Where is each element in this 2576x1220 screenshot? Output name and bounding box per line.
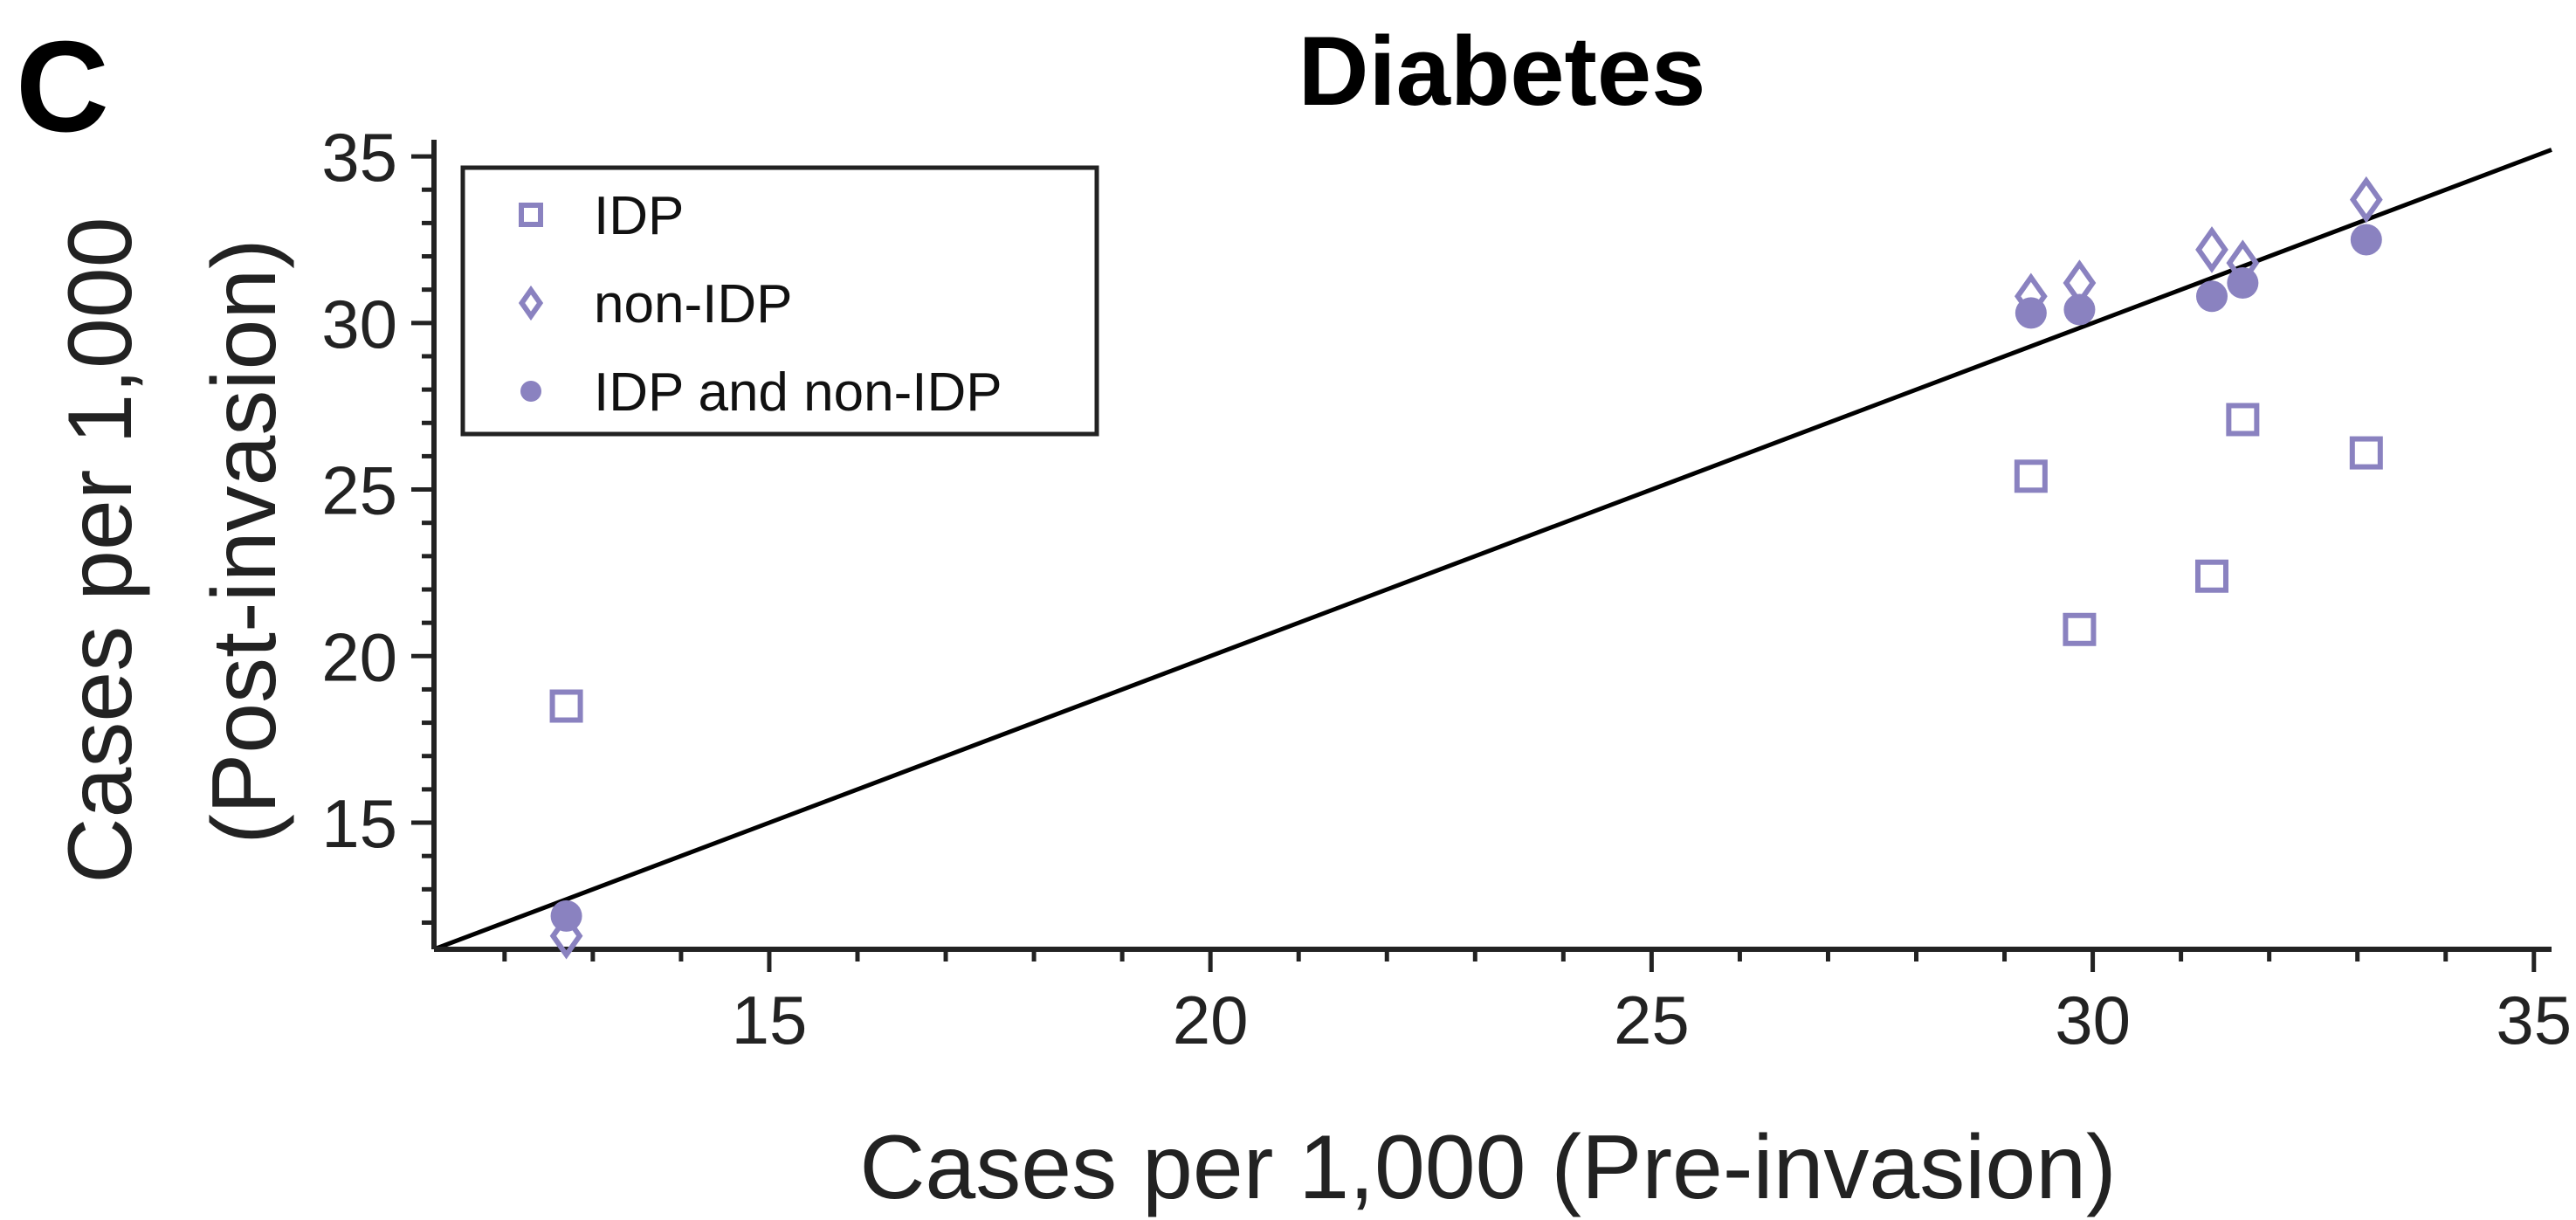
combined-point <box>550 899 582 932</box>
legend-idp-label: IDP <box>594 186 684 246</box>
idp-point <box>2349 436 2383 470</box>
idp-point <box>2226 403 2260 437</box>
y-tick-label: 35 <box>321 119 397 196</box>
x-axis-label: Cases per 1,000 (Pre-invasion) <box>859 1117 2116 1218</box>
idp-point <box>2194 559 2228 593</box>
reference-line <box>433 148 2552 952</box>
legend-box <box>460 165 1099 437</box>
x-tick-label: 25 <box>1614 982 1690 1058</box>
idp-point <box>2063 612 2097 646</box>
x-tick-label: 35 <box>2496 982 2572 1058</box>
x-tick-label: 15 <box>732 982 808 1058</box>
panel-letter: C <box>16 15 109 159</box>
non-idp-point <box>2195 226 2228 273</box>
legend-combined-marker <box>520 381 541 402</box>
y-tick-label: 30 <box>321 286 397 362</box>
non-idp-point <box>549 912 583 960</box>
legend-idp-marker <box>519 203 543 227</box>
idp-point <box>2014 459 2048 493</box>
x-tick-label: 30 <box>2055 982 2131 1058</box>
y-tick-label: 20 <box>321 618 397 695</box>
combined-point <box>2227 267 2259 300</box>
legend-non-idp-marker <box>518 285 544 321</box>
chart-title: Diabetes <box>1298 17 1706 126</box>
y-tick-label: 15 <box>321 785 397 862</box>
plot-area: 15 20 25 30 35 15 20 25 30 35 <box>321 119 2572 1058</box>
combined-point <box>2195 280 2228 313</box>
combined-point <box>2063 293 2096 326</box>
x-tick-label: 20 <box>1173 982 1249 1058</box>
y-axis-label-line2: (Post-invasion) <box>194 238 295 844</box>
legend-non-idp-label: non-IDP <box>594 274 792 334</box>
y-tick-label: 25 <box>321 452 397 529</box>
non-idp-point <box>2349 176 2383 224</box>
combined-point <box>2350 224 2382 256</box>
y-axis-label-line1: Cases per 1,000 <box>50 217 151 883</box>
idp-point <box>549 689 583 723</box>
legend: IDP non-IDP IDP and non-IDP <box>460 165 1099 437</box>
legend-combined-label: IDP and non-IDP <box>594 362 1002 423</box>
combined-point <box>2015 297 2047 329</box>
